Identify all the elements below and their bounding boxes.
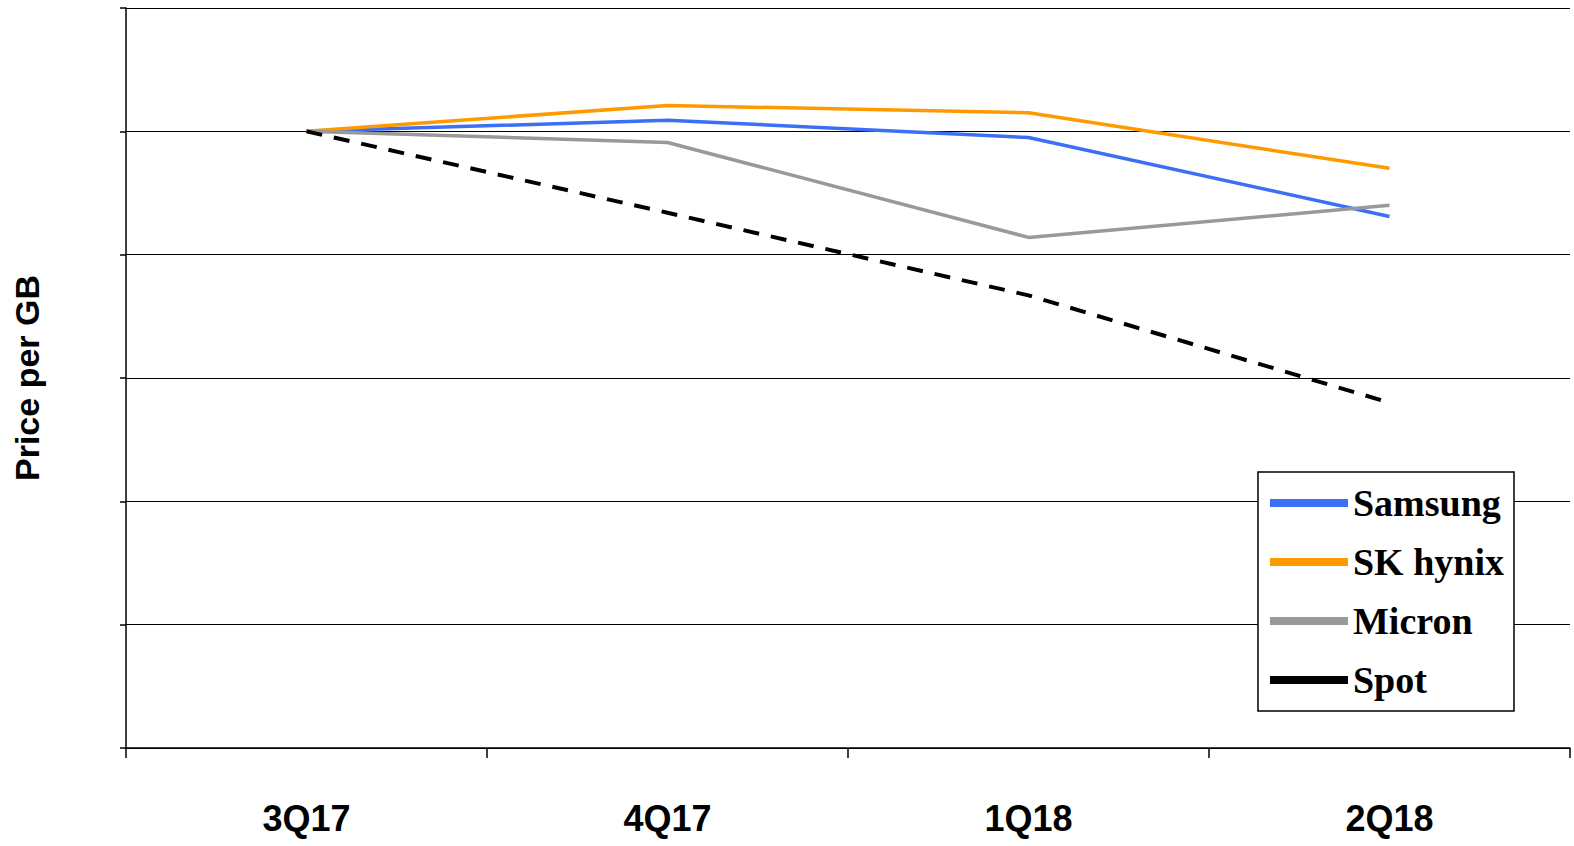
svg-text:3Q17: 3Q17	[262, 798, 350, 839]
svg-text:2Q18: 2Q18	[1345, 798, 1433, 839]
svg-text:Samsung: Samsung	[1353, 482, 1501, 524]
svg-text:SK hynix: SK hynix	[1353, 541, 1504, 583]
svg-text:1Q18: 1Q18	[984, 798, 1072, 839]
svg-text:Micron: Micron	[1353, 600, 1473, 642]
svg-text:4Q17: 4Q17	[623, 798, 711, 839]
svg-text:Spot: Spot	[1353, 659, 1427, 701]
svg-text:Price per GB: Price per GB	[8, 275, 46, 481]
